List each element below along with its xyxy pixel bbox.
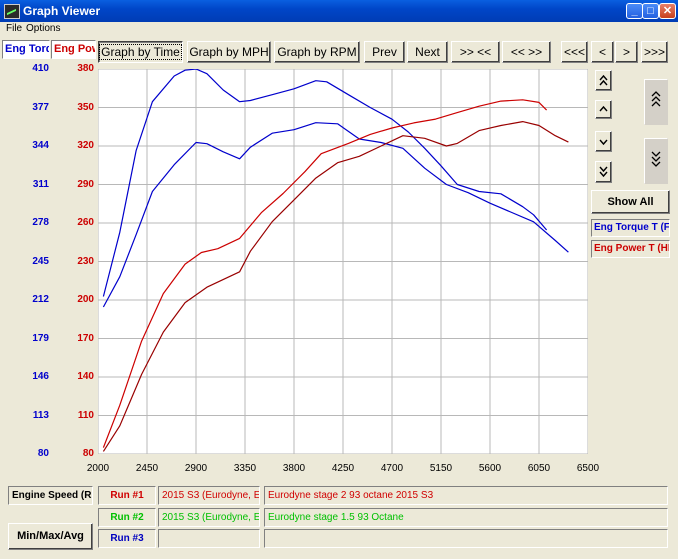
double-down-icon [599, 166, 608, 178]
next-button[interactable]: Next [407, 41, 448, 63]
graph-by-time-button[interactable]: Graph by Time [98, 41, 183, 63]
x-tick-label: 4250 [331, 463, 355, 474]
y-left-tick-label: 113 [32, 409, 49, 421]
y-left-tick-label: 245 [32, 255, 49, 267]
run-1-vehicle[interactable]: 2015 S3 (Eurodyne, Eu [158, 486, 260, 505]
series-line-4 [102, 120, 569, 452]
y-left-tick-label: 80 [37, 448, 49, 459]
scroll-down-button[interactable] [595, 131, 612, 152]
window-title: Graph Viewer [23, 4, 101, 18]
run-3-vehicle[interactable] [158, 529, 260, 548]
y-right-tick-label: 170 [77, 332, 94, 344]
y-right-tick-label: 80 [82, 448, 94, 459]
run-1-description[interactable]: Eurodyne stage 2 93 octane 2015 S3 [264, 486, 668, 505]
right-axis-header[interactable]: Eng Pow [51, 40, 96, 59]
x-tick-label: 2900 [184, 463, 208, 474]
minimize-button[interactable]: _ [626, 3, 643, 19]
series-line-3 [102, 99, 548, 448]
up-icon [599, 105, 608, 112]
menu-bar: File Options [0, 22, 678, 36]
menu-options[interactable]: Options [26, 23, 61, 34]
double-up-icon [599, 74, 608, 86]
y-right-tick-label: 140 [77, 371, 94, 382]
y-right-tick-label: 380 [77, 63, 94, 74]
y-right-tick-label: 230 [77, 255, 94, 267]
down-icon [599, 139, 608, 146]
zoom-y-in-button[interactable] [644, 138, 668, 184]
series-line-2 [102, 122, 569, 308]
series-line-1 [102, 69, 548, 297]
chart-plot-area[interactable] [98, 69, 588, 454]
x-tick-label: 6050 [527, 463, 551, 474]
prev-button[interactable]: Prev [364, 41, 405, 63]
app-icon [4, 4, 20, 19]
menu-file[interactable]: File [6, 23, 23, 34]
y-left-tick-label: 377 [32, 101, 49, 113]
run-2-description[interactable]: Eurodyne stage 1.5 93 Octane [264, 508, 668, 527]
title-bar[interactable]: Graph Viewer _ □ ✕ [0, 0, 678, 22]
y-right-tick-label: 350 [77, 101, 94, 113]
chart-gridlines [98, 69, 588, 454]
x-tick-label: 2000 [86, 463, 110, 474]
y-right-tick-label: 290 [77, 178, 94, 190]
y-left-tick-label: 410 [32, 63, 49, 74]
triple-up-icon [651, 91, 661, 107]
y-left-tick-label: 179 [32, 332, 49, 344]
min-max-avg-button[interactable]: Min/Max/Avg [8, 523, 93, 550]
y-right-tick-label: 200 [77, 294, 94, 305]
graph-by-mph-button[interactable]: Graph by MPH [187, 41, 271, 63]
show-all-button[interactable]: Show All [591, 190, 670, 214]
legend-power[interactable]: Eng Power T (HP [591, 240, 670, 258]
chart-lines [102, 69, 569, 452]
legend-torque[interactable]: Eng Torque T (Ft [591, 219, 670, 237]
y-right-tick-label: 110 [77, 409, 94, 421]
run-1-label[interactable]: Run #1 [98, 486, 156, 505]
scroll-down-fast-button[interactable] [595, 161, 612, 183]
x-tick-label: 4700 [380, 463, 404, 474]
run-3-description[interactable] [264, 529, 668, 548]
left-axis-header[interactable]: Eng Torq [2, 40, 50, 59]
scroll-first-button[interactable]: <<< [561, 41, 588, 63]
x-tick-label: 5600 [478, 463, 502, 474]
x-channel-field[interactable]: Engine Speed (RF [8, 486, 93, 505]
scroll-up-fast-button[interactable] [595, 70, 612, 91]
zoom-out-button[interactable]: << >> [502, 41, 551, 63]
triple-down-icon [651, 151, 661, 167]
scroll-last-button[interactable]: >>> [641, 41, 668, 63]
y-right-tick-label: 260 [77, 217, 94, 228]
run-2-label[interactable]: Run #2 [98, 508, 156, 527]
y-left-tick-label: 146 [32, 371, 49, 382]
y-left-tick-label: 278 [32, 217, 49, 228]
x-tick-label: 5150 [429, 463, 453, 474]
zoom-in-button[interactable]: >> << [451, 41, 500, 63]
y-left-tick-label: 311 [32, 178, 49, 190]
y-left-tick-label: 344 [32, 140, 49, 151]
x-tick-label: 2450 [135, 463, 159, 474]
zoom-y-out-button[interactable] [644, 79, 668, 125]
x-tick-label: 3350 [233, 463, 257, 474]
scroll-up-button[interactable] [595, 100, 612, 119]
scroll-back-button[interactable]: < [591, 41, 614, 63]
y-right-tick-label: 320 [77, 140, 94, 151]
x-tick-label: 3800 [282, 463, 306, 474]
run-3-label[interactable]: Run #3 [98, 529, 156, 548]
x-tick-label: 6500 [576, 463, 600, 474]
graph-by-time-label: Graph by Time [99, 44, 182, 60]
close-button[interactable]: ✕ [659, 3, 676, 19]
scroll-forward-button[interactable]: > [615, 41, 638, 63]
y-left-tick-label: 212 [32, 294, 49, 305]
maximize-button[interactable]: □ [642, 3, 659, 19]
graph-by-rpm-button[interactable]: Graph by RPM [274, 41, 360, 63]
run-2-vehicle[interactable]: 2015 S3 (Eurodyne, Eu [158, 508, 260, 527]
